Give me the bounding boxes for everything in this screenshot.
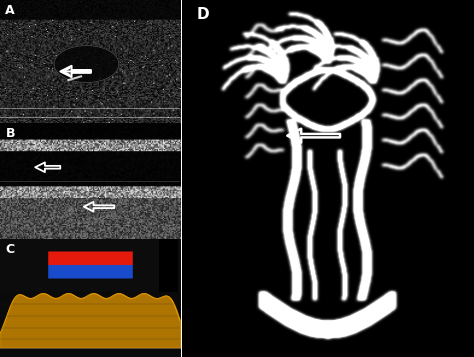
Text: D: D — [197, 7, 210, 22]
Text: A: A — [5, 4, 15, 17]
Text: B: B — [5, 127, 15, 140]
Polygon shape — [54, 46, 119, 82]
Text: C: C — [5, 243, 15, 256]
